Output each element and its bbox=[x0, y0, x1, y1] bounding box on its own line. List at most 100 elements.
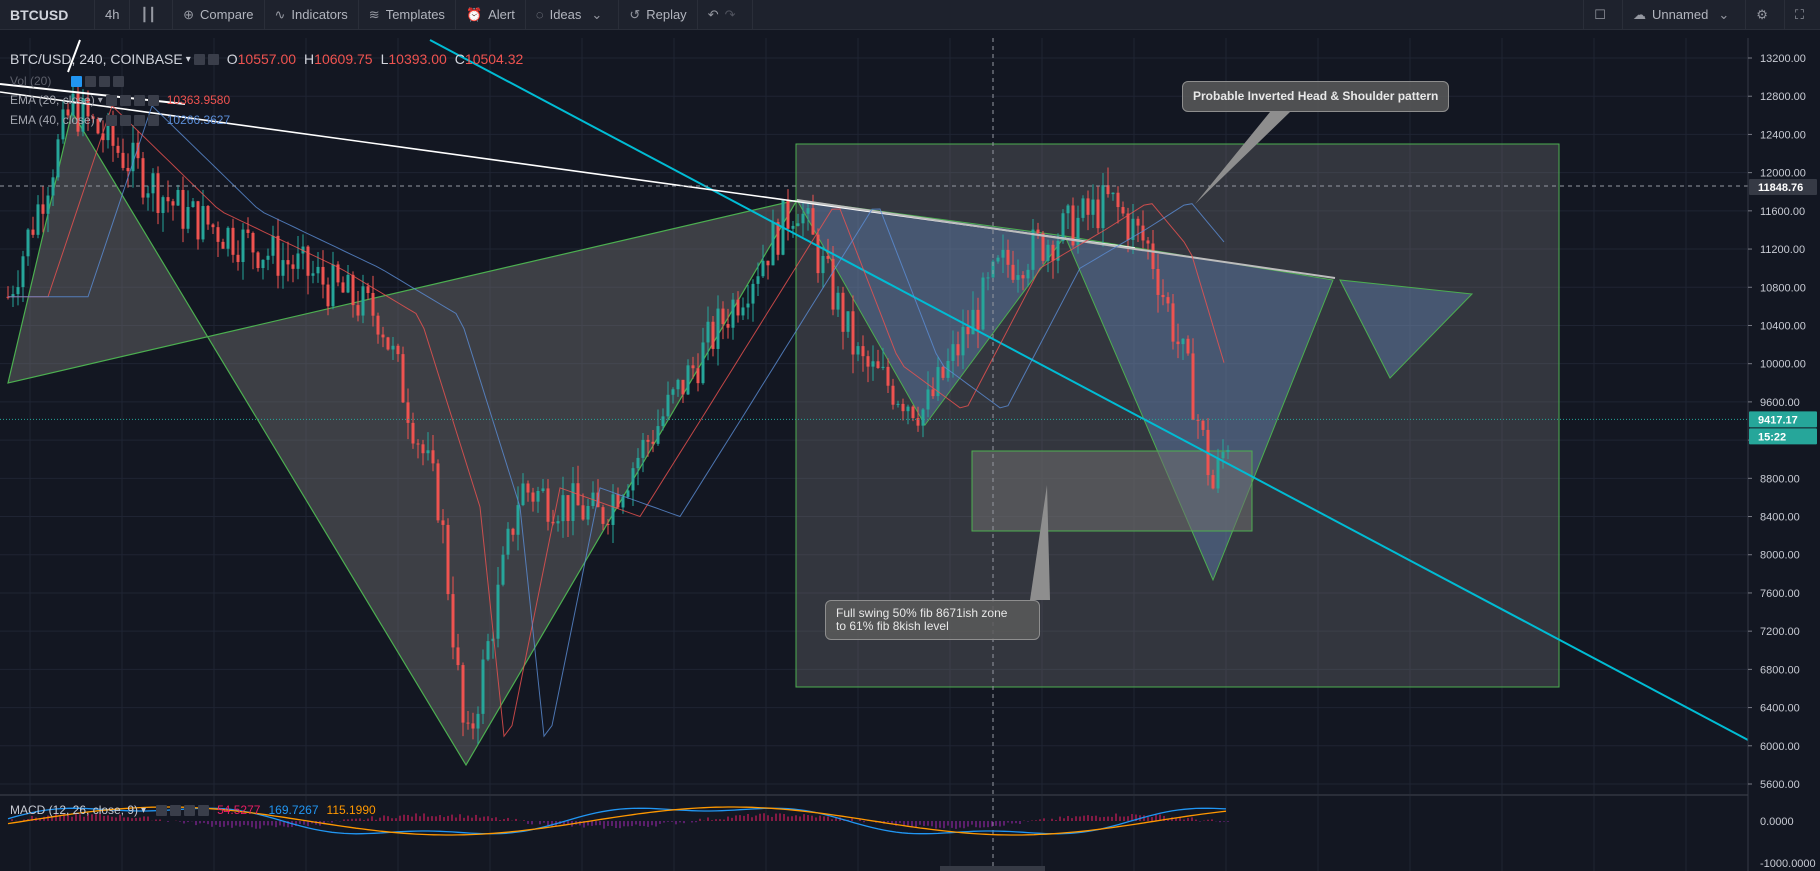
legend-close-icon[interactable] bbox=[198, 804, 210, 816]
legend-settings-icon[interactable] bbox=[193, 53, 205, 65]
crosshair-price-label: 11848.76 bbox=[1758, 182, 1803, 194]
candle-down bbox=[286, 260, 290, 265]
layout-name-button[interactable]: ☁ Unnamed ⌄ bbox=[1623, 0, 1747, 30]
candle-down bbox=[371, 292, 375, 316]
main-series-legend[interactable]: BTC/USD, 240, COINBASE ▾ O 10557.00 H 1060… bbox=[10, 51, 523, 67]
undo-icon[interactable]: ↶ bbox=[707, 6, 719, 22]
interval-button[interactable]: 4h bbox=[95, 0, 131, 30]
alert-button[interactable]: ⏰ Alert bbox=[456, 0, 526, 30]
legend-settings-icon[interactable] bbox=[119, 114, 131, 126]
legend-settings-icon[interactable] bbox=[170, 804, 182, 816]
price-tick-label: 8000.00 bbox=[1760, 550, 1800, 562]
candle-up bbox=[756, 276, 760, 284]
eye-icon[interactable] bbox=[71, 75, 83, 87]
legend-settings-icon[interactable] bbox=[85, 75, 97, 87]
templates-button[interactable]: ≋ Templates bbox=[359, 0, 456, 30]
macd-legend[interactable]: MACD (12, 26, close, 9) ▾ 54.5277 169.72… bbox=[10, 803, 376, 817]
volume-legend[interactable]: Vol (20) bbox=[10, 74, 125, 88]
candle-down bbox=[126, 167, 130, 172]
chart-style-button[interactable]: ┃┃ bbox=[130, 0, 174, 30]
legend-add-icon[interactable] bbox=[99, 75, 111, 87]
candle-down bbox=[1136, 218, 1140, 226]
candle-down bbox=[31, 229, 35, 235]
legend-chevron-icon[interactable]: ▾ bbox=[141, 804, 147, 816]
price-tick-label: 6000.00 bbox=[1760, 741, 1800, 753]
redo-icon[interactable]: ↷ bbox=[724, 6, 736, 22]
candle-down bbox=[736, 299, 740, 316]
legend-add-icon[interactable] bbox=[184, 804, 196, 816]
legend-settings-icon[interactable] bbox=[119, 94, 131, 106]
ideas-button[interactable]: ◌ Ideas ⌄ bbox=[526, 0, 620, 30]
candle-down bbox=[431, 450, 435, 464]
symbol-search-button[interactable]: BTCUSD bbox=[0, 0, 95, 30]
fib-callout[interactable]: Full swing 50% fib 8671ish zone to 61% f… bbox=[825, 600, 1040, 640]
candle-down bbox=[446, 524, 450, 595]
macd-legend-title[interactable]: MACD (12, 26, close, 9) bbox=[10, 803, 139, 817]
candle-down bbox=[566, 495, 570, 521]
legend-eye-icon[interactable] bbox=[156, 804, 168, 816]
candle-up bbox=[491, 638, 495, 642]
candle-up bbox=[686, 365, 690, 395]
maximize-button[interactable]: ⛶ bbox=[1785, 0, 1820, 30]
legend-chevron-icon[interactable]: ▾ bbox=[97, 114, 103, 126]
candle-up bbox=[906, 406, 910, 412]
legend-add-icon[interactable] bbox=[133, 114, 145, 126]
legend-chevron-icon[interactable]: ▾ bbox=[185, 53, 191, 65]
candle-down bbox=[1126, 213, 1130, 240]
candle-up bbox=[706, 321, 710, 343]
candle-up bbox=[641, 439, 645, 458]
ema20-legend-title[interactable]: EMA (20, close) bbox=[10, 93, 95, 107]
top-toolbar: BTCUSD 4h ┃┃ ⊕ Compare ∿ Indicators ≋ Templ… bbox=[0, 0, 1820, 30]
legend-add-icon[interactable] bbox=[133, 94, 145, 106]
price-tick-label: 9600.00 bbox=[1760, 397, 1800, 409]
candle-up bbox=[936, 367, 940, 397]
price-tick-label: 12000.00 bbox=[1760, 168, 1806, 180]
candle-down bbox=[1196, 419, 1200, 421]
legend-chevron-icon[interactable]: ▾ bbox=[97, 94, 103, 106]
close-value: 10504.32 bbox=[464, 51, 524, 67]
candle-down bbox=[956, 344, 960, 356]
macd-tick-label: 0.0000 bbox=[1760, 816, 1794, 828]
legend-close-icon[interactable] bbox=[147, 114, 159, 126]
candle-down bbox=[876, 361, 880, 368]
ema40-legend-title[interactable]: EMA (40, close) bbox=[10, 113, 95, 127]
pattern-callout[interactable]: Probable Inverted Head & Shoulder patter… bbox=[1182, 81, 1450, 112]
last-price-label-bg bbox=[1749, 411, 1817, 428]
candle-up bbox=[506, 528, 510, 555]
replay-button[interactable]: ↺ Replay bbox=[619, 0, 698, 30]
fib-callout-line2: to 61% fib 8kish level bbox=[836, 619, 949, 633]
candle-down bbox=[466, 722, 470, 724]
candle-down bbox=[1116, 192, 1120, 208]
price-tick-label: 6400.00 bbox=[1760, 703, 1800, 715]
legend-eye-icon[interactable] bbox=[105, 94, 117, 106]
candle-down bbox=[401, 354, 405, 403]
legend-close-icon[interactable] bbox=[113, 75, 125, 87]
candle-down bbox=[341, 282, 345, 293]
legend-eye-icon[interactable] bbox=[105, 114, 117, 126]
candle-up bbox=[21, 256, 25, 288]
alert-label: Alert bbox=[488, 7, 515, 22]
candle-up bbox=[26, 229, 30, 257]
candle-up bbox=[1026, 269, 1030, 279]
indicators-button[interactable]: ∿ Indicators bbox=[265, 0, 359, 30]
price-axis[interactable]: 13200.00 12800.00 12400.00 12000.00 11600.00… bbox=[1747, 38, 1820, 871]
candle-down bbox=[1121, 207, 1125, 214]
candle-down bbox=[396, 345, 400, 355]
lightbulb-icon: ◌ bbox=[535, 7, 544, 22]
candle-down bbox=[216, 227, 220, 242]
candle-down bbox=[66, 109, 70, 116]
volume-legend-title[interactable]: Vol (20) bbox=[10, 74, 52, 88]
symbol-legend-title[interactable]: BTC/USD, 240, COINBASE bbox=[10, 51, 183, 67]
candle-down bbox=[696, 368, 700, 384]
legend-close-icon[interactable] bbox=[147, 94, 159, 106]
interval-label: 4h bbox=[105, 7, 120, 22]
ema20-legend[interactable]: EMA (20, close) ▾ 10363.9580 bbox=[10, 93, 230, 107]
compare-button[interactable]: ⊕ Compare bbox=[173, 0, 265, 30]
legend-hide-icon[interactable] bbox=[207, 53, 219, 65]
candle-up bbox=[271, 235, 275, 256]
fullscreen-toggle-button[interactable]: ☐ bbox=[1583, 0, 1623, 30]
ema40-legend[interactable]: EMA (40, close) ▾ 10266.3627 bbox=[10, 113, 230, 127]
candle-down bbox=[861, 346, 865, 357]
settings-button[interactable]: ⚙ bbox=[1746, 0, 1785, 30]
